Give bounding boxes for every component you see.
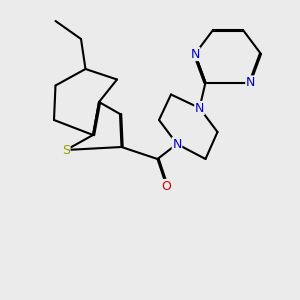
Text: N: N — [195, 101, 204, 115]
Text: N: N — [246, 76, 255, 89]
Text: O: O — [162, 179, 171, 193]
Text: N: N — [190, 47, 200, 61]
Text: S: S — [62, 143, 70, 157]
Text: N: N — [172, 137, 182, 151]
